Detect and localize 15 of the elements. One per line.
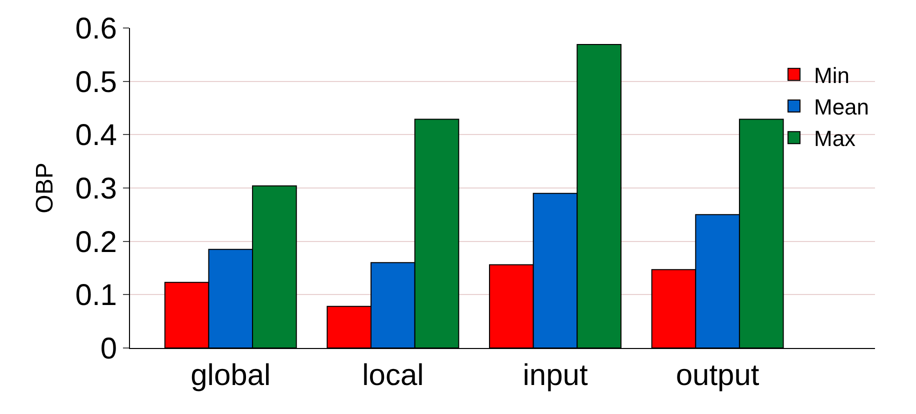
x-tick-label: input: [522, 359, 588, 392]
y-tick-label: 0.5: [75, 66, 117, 99]
y-tick-label: 0.3: [75, 172, 117, 206]
legend-label: Max: [814, 126, 856, 152]
y-tick-label: 0.2: [75, 226, 117, 259]
x-tick-label: local: [362, 359, 424, 392]
y-axis-title: OBP: [31, 162, 58, 214]
legend-label: Min: [814, 62, 850, 88]
x-tick-label: output: [676, 359, 760, 392]
y-tick-label: 0: [100, 332, 117, 366]
y-tick-label: 0.4: [75, 119, 117, 152]
x-tick-label: global: [190, 359, 271, 392]
y-tick-label: 0.6: [75, 12, 117, 46]
legend-label: Mean: [814, 94, 870, 120]
y-tick-label: 0.1: [75, 279, 117, 312]
